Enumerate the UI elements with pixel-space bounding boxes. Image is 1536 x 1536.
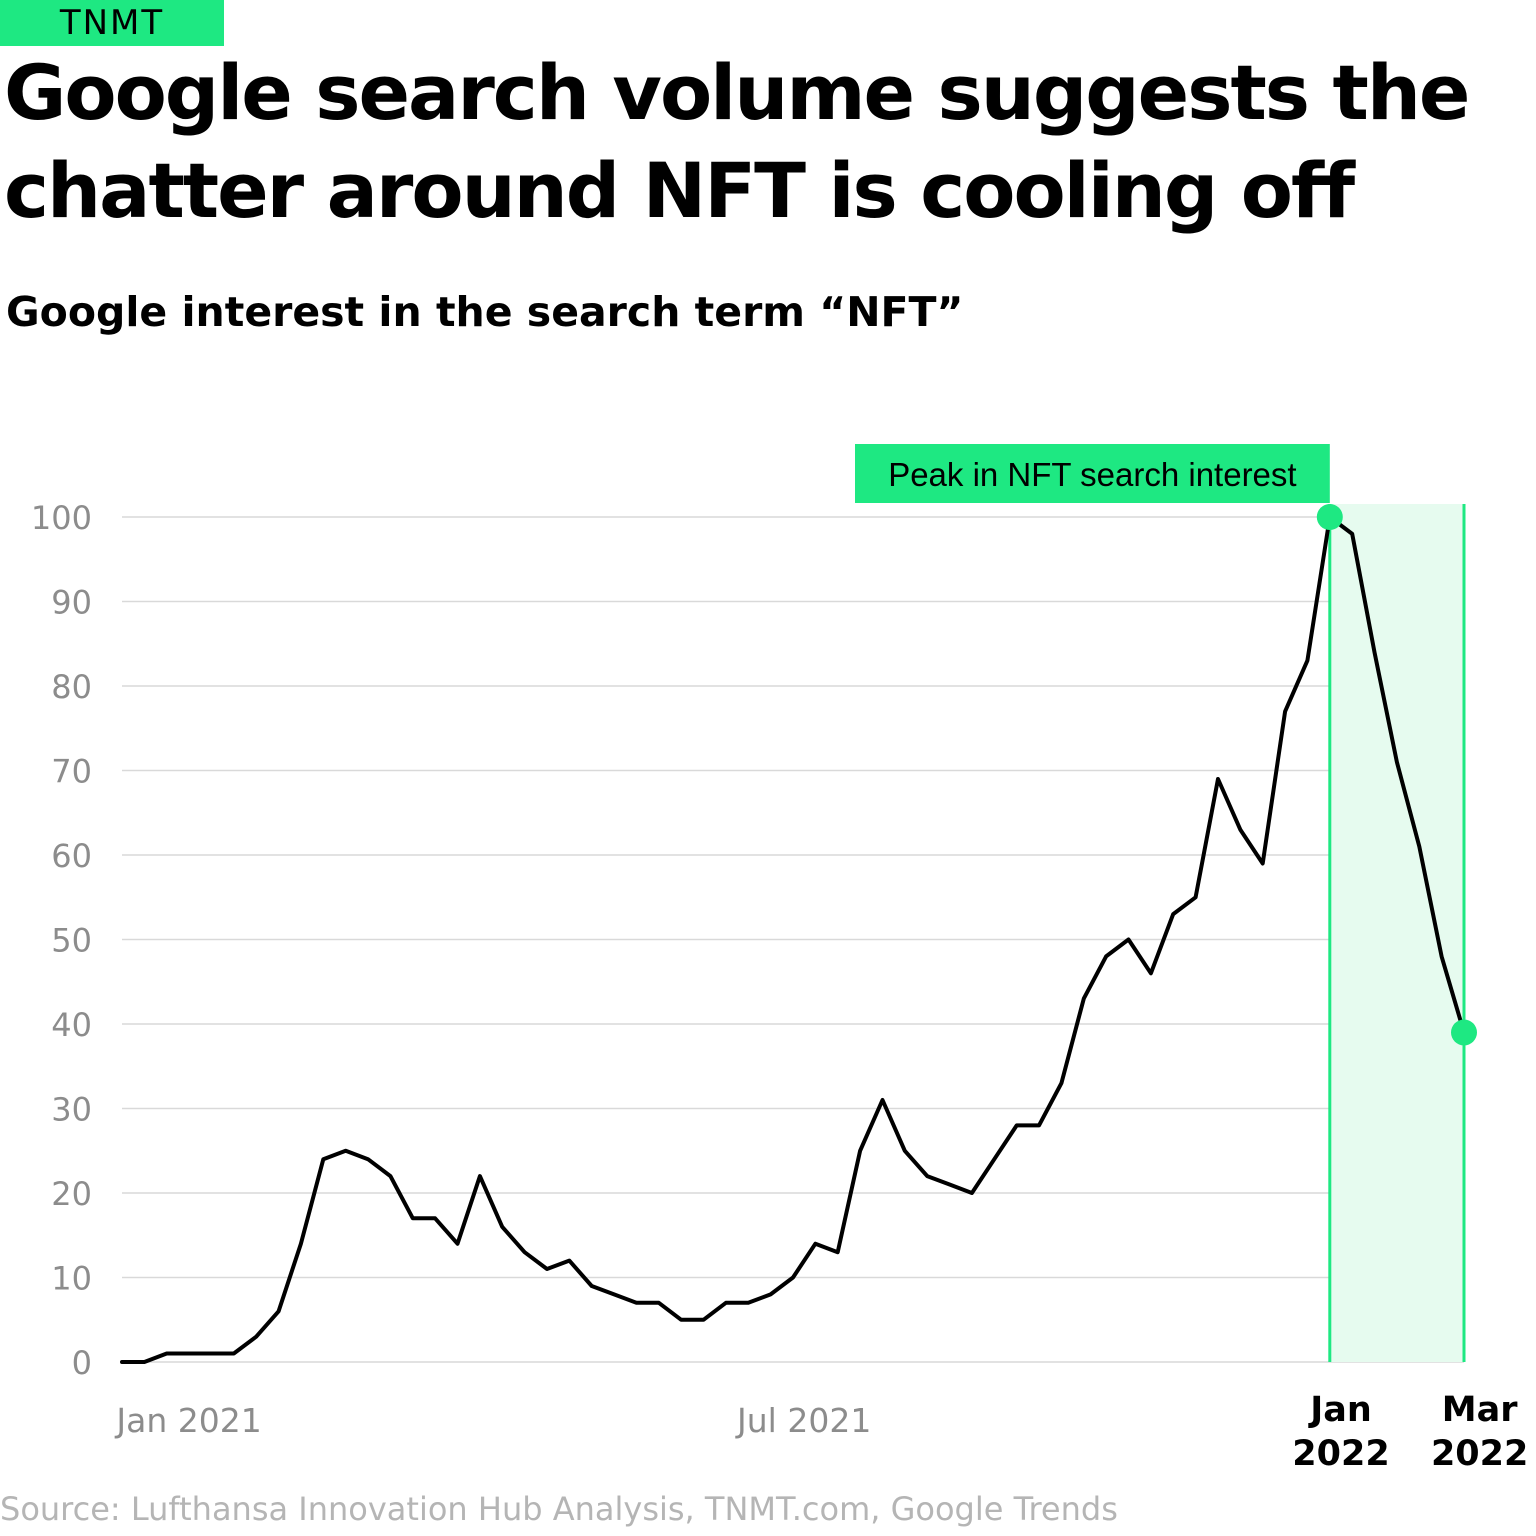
marker-point [1451,1019,1477,1046]
y-tick-label: 40 [51,1006,92,1044]
y-tick-label: 60 [51,837,92,875]
y-tick-label: 30 [51,1091,92,1129]
source-note: Source: Lufthansa Innovation Hub Analysi… [0,1490,1118,1528]
marker-point [1316,504,1343,530]
annotation-label: Peak in NFT search interest [888,456,1296,493]
y-tick-label: 70 [51,753,92,791]
x-tick-label-line: Jan [1308,1390,1372,1430]
highlight-band [1329,504,1464,1362]
y-tick-label: 50 [51,922,92,960]
y-tick-label: 0 [72,1344,92,1382]
y-tick-label: 20 [51,1175,92,1213]
tnmt-logo: TNMT [0,0,224,46]
x-tick-label-line: Jan 2021 [114,1401,261,1440]
y-tick-label: 10 [51,1260,92,1298]
x-tick-label: Jan 2022 [1292,1390,1389,1474]
x-tick-label: Jul 2021 [735,1401,871,1440]
x-tick-label-line: Mar [1442,1390,1518,1430]
series-line-nft [120,515,1466,1364]
chart-title: Google search volume suggests the chatte… [4,48,1470,235]
y-tick-label: 80 [51,668,92,706]
x-tick-label-line: 2022 [1431,1434,1528,1474]
y-tick-label: 90 [51,584,92,622]
y-tick-label: 100 [31,499,92,537]
annotation-box [855,444,1330,503]
x-tick-label-line: Jul 2021 [735,1401,871,1440]
x-tick-label: Mar 2022 [1431,1390,1528,1474]
x-tick-label: Jan 2021 [114,1401,261,1440]
x-tick-label-line: 2022 [1292,1434,1389,1474]
chart-subtitle: Google interest in the search term “NFT” [6,288,964,336]
